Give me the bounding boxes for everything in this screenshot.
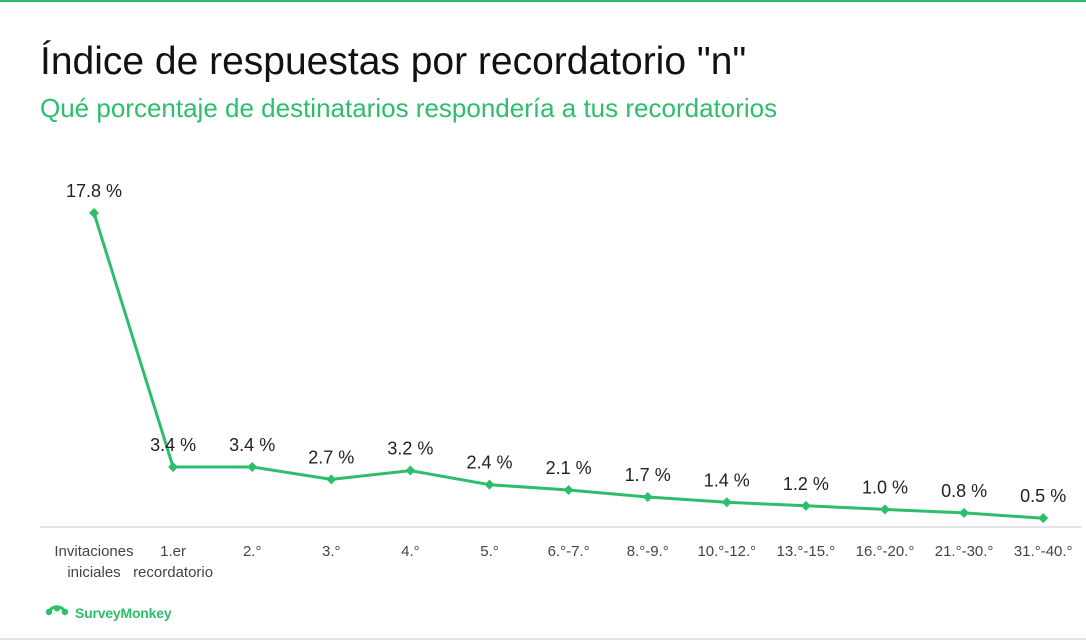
x-tick-label-11: 21.°-30.° — [935, 543, 994, 560]
data-label-4: 3.2 % — [387, 439, 433, 459]
data-label-11: 0.8 % — [941, 481, 987, 501]
data-label-0: 17.8 % — [66, 181, 122, 201]
surveymonkey-logo: SurveyMonkey — [44, 603, 172, 622]
data-label-5: 2.4 % — [466, 453, 512, 473]
data-label-10: 1.0 % — [862, 477, 908, 497]
data-point-1 — [168, 462, 179, 473]
data-points — [89, 208, 1049, 524]
x-tick-label-4: 4.° — [401, 543, 420, 560]
data-label-1: 3.4 % — [150, 435, 196, 455]
surveymonkey-logo-icon — [44, 603, 70, 622]
data-point-7 — [642, 492, 653, 503]
data-label-3: 2.7 % — [308, 447, 354, 467]
brand-name: SurveyMonkey — [75, 604, 172, 621]
x-tick-label-9: 13.°-15.° — [777, 543, 836, 560]
data-point-4 — [405, 465, 416, 476]
data-label-8: 1.4 % — [704, 470, 750, 490]
data-point-0 — [89, 208, 99, 219]
data-point-2 — [247, 462, 258, 473]
x-tick-label-1: 1.er recordatorio — [133, 543, 213, 581]
x-tick-label-10: 16.°-20.° — [856, 543, 915, 560]
chart-title: Índice de respuestas por recordatorio "n… — [40, 40, 747, 83]
data-point-5 — [484, 479, 495, 490]
data-labels: 17.8 % 3.4 % 3.4 % 2.7 % 3.2 % 2.4 % 2.1 % 1.7 … — [66, 181, 1066, 506]
data-label-6: 2.1 % — [546, 458, 592, 478]
data-point-11 — [959, 507, 970, 518]
line-chart: 17.8 % 3.4 % 3.4 % 2.7 % 3.2 % 2.4 % 2.1 % 1.7 … — [40, 181, 1082, 581]
chart-subtitle: Qué porcentaje de destinatarios responde… — [40, 93, 778, 123]
data-point-6 — [563, 484, 574, 495]
data-label-12: 0.5 % — [1020, 486, 1066, 506]
bottom-rule — [0, 638, 1086, 640]
x-tick-label-8: 10.°-12.° — [697, 543, 756, 560]
x-tick-label-5: 5.° — [480, 543, 499, 560]
data-point-12 — [1038, 513, 1049, 524]
data-label-9: 1.2 % — [783, 474, 829, 494]
data-point-3 — [326, 474, 337, 485]
x-tick-label-7: 8.°-9.° — [627, 543, 669, 560]
data-point-10 — [880, 504, 890, 515]
x-tick-label-6: 6.°-7.° — [548, 543, 590, 560]
x-tick-label-0: Invitaciones iniciales — [54, 543, 133, 581]
data-label-7: 1.7 % — [625, 465, 671, 485]
data-label-2: 3.4 % — [229, 435, 275, 455]
x-tick-label-12: 31.°-40.° — [1014, 543, 1073, 560]
x-tick-label-3: 3.° — [322, 543, 341, 560]
data-point-8 — [721, 497, 732, 508]
data-point-9 — [800, 500, 811, 511]
x-tick-label-2: 2.° — [243, 543, 262, 560]
top-accent-rule — [0, 0, 1086, 2]
